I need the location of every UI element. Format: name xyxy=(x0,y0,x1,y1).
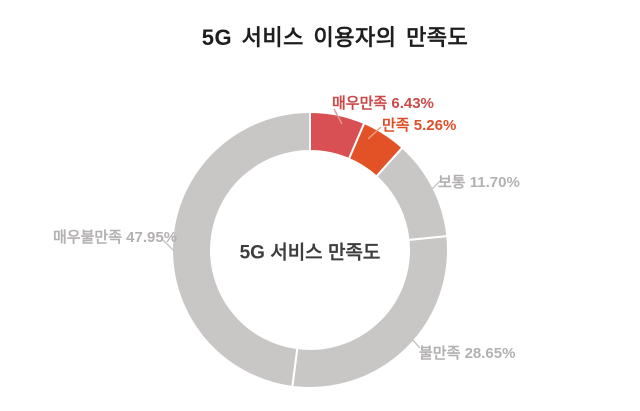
leader-line-very-dissatisfied xyxy=(162,239,175,252)
donut-center-label: 5G 서비스 만족도 xyxy=(239,242,381,264)
label-very-satisfied: 매우만족 6.43% xyxy=(332,95,434,112)
label-dissatisfied: 불만족 28.65% xyxy=(419,345,516,362)
leader-line-dissatisfied xyxy=(401,336,421,350)
leader-line-neutral xyxy=(427,180,441,194)
label-satisfied: 만족 5.26% xyxy=(382,117,457,134)
leader-line-satisfied xyxy=(367,126,382,140)
label-very-dissatisfied: 매우불만족 47.95% xyxy=(53,229,178,246)
donut-slice-very-dissatisfied xyxy=(171,111,311,388)
chart-title: 5G 서비스 이용자의 만족도 xyxy=(201,25,469,50)
leader-line-very-satisfied xyxy=(333,108,343,125)
label-neutral: 보통 11.70% xyxy=(438,174,520,191)
